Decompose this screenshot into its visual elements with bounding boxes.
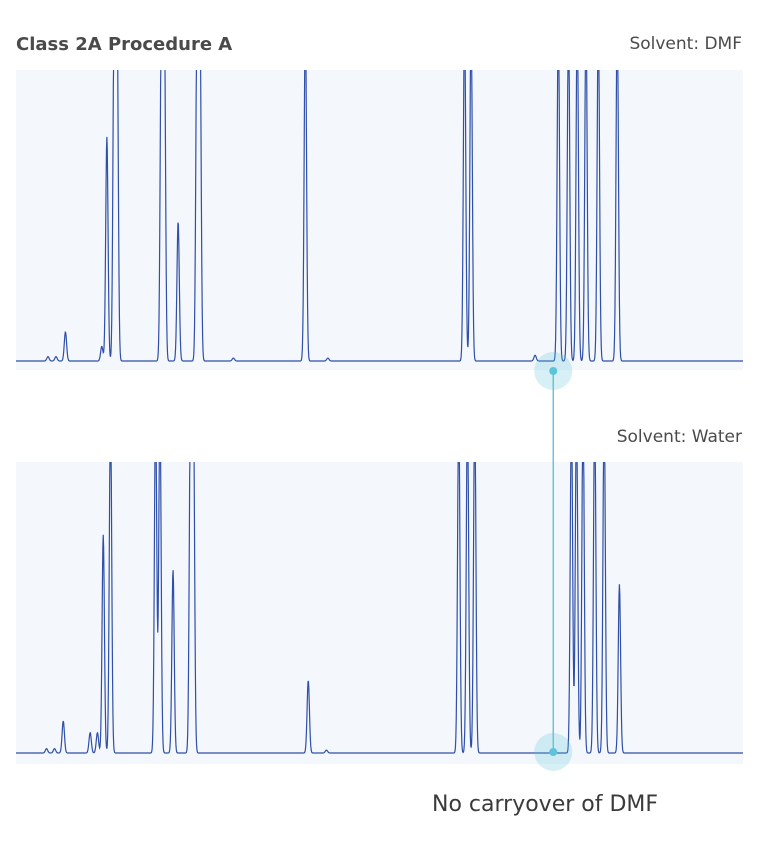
panel-background-water — [16, 462, 743, 764]
panel-label-water: Solvent: Water — [616, 427, 742, 447]
highlight-dot-1 — [549, 748, 558, 756]
chart-title: Class 2A Procedure A — [16, 34, 233, 55]
trace-water — [16, 462, 743, 754]
panel-label-dmf: Solvent: DMF — [629, 34, 742, 54]
panel-background-dmf — [16, 70, 743, 370]
carryover-note: No carryover of DMF — [432, 792, 659, 817]
highlight-dot-0 — [549, 367, 558, 375]
trace-dmf — [16, 70, 743, 362]
